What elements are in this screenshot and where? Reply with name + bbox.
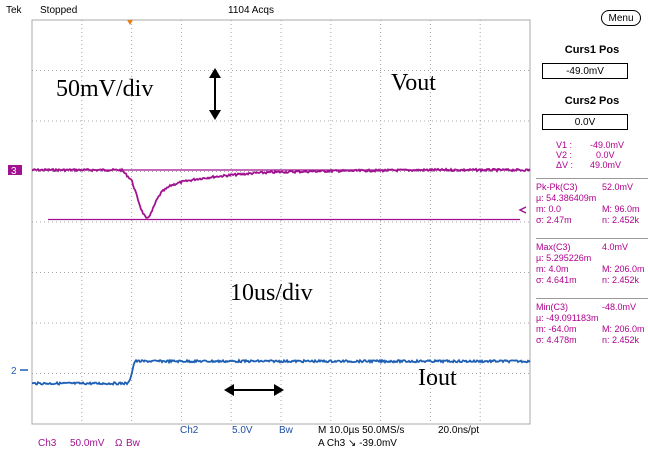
ch3-bw: Bw: [126, 438, 141, 449]
stat-label: m: -64.0m: [536, 324, 577, 334]
stat-value: -48.0mV: [602, 302, 637, 312]
time-per-div-label: 10us/div: [230, 280, 313, 306]
trigger-readout: A Ch3 ↘ -39.0mV: [318, 438, 397, 449]
waveform-traces: [31, 167, 531, 386]
stat-value: 4.0mV: [602, 242, 629, 252]
curs2-value[interactable]: 0.0V: [542, 114, 628, 130]
stat-label: Max(C3): [536, 242, 571, 252]
stat-value: n: 2.452k: [602, 335, 640, 345]
ch3-marker: 3: [11, 166, 17, 177]
stat-label: m: 0.0: [536, 204, 562, 214]
trace-vout: [31, 167, 531, 219]
iout-label: Iout: [418, 365, 457, 391]
ch2-label: Ch2: [180, 425, 199, 436]
readout-dv-value: 49.0mV: [590, 160, 622, 170]
ch3-coupling: Ω: [115, 438, 123, 449]
vout-label: Vout: [391, 70, 436, 96]
brand-label: Tek: [6, 5, 23, 16]
readout-v1-value: -49.0mV: [590, 140, 625, 150]
vertical-arrow-icon: [209, 68, 221, 120]
stat-label: µ: 54.386409m: [536, 193, 597, 203]
stat-label: m: 4.0m: [536, 264, 569, 274]
ch3-scale: 50.0mV: [70, 438, 105, 449]
stat-label: Pk-Pk(C3): [536, 182, 578, 192]
acquisition-count: 1104 Acqs: [228, 5, 274, 16]
readout-dv-name: ΔV :: [556, 160, 574, 170]
trigger-level-icon: [518, 206, 527, 214]
stat-value: n: 2.452k: [602, 275, 640, 285]
cursor-lines: [32, 169, 520, 221]
curs1-title: Curs1 Pos: [564, 44, 620, 56]
stat-label: σ: 4.478m: [536, 335, 577, 345]
stat-label: σ: 4.641m: [536, 275, 577, 285]
trace-iout: [31, 358, 531, 386]
divider: [536, 298, 648, 299]
stat-value: M: 206.0m: [602, 324, 645, 334]
resolution-readout: 20.0ns/pt: [438, 425, 479, 436]
readout-v2-name: V2 :: [556, 150, 573, 160]
volts-per-div-label: 50mV/div: [56, 76, 153, 102]
divider: [536, 238, 648, 239]
stat-label: µ: -49.091183m: [536, 313, 599, 323]
run-state: Stopped: [40, 5, 77, 16]
ch2-bw: Bw: [279, 425, 294, 436]
stat-value: M: 206.0m: [602, 264, 645, 274]
timebase-readout: M 10.0µs 50.0MS/s: [318, 425, 404, 436]
readout-v2-value: 0.0V: [596, 150, 615, 160]
stat-value: M: 96.0m: [602, 204, 640, 214]
stat-value: 52.0mV: [602, 182, 634, 192]
stat-label: Min(C3): [536, 302, 569, 312]
ch3-label: Ch3: [38, 438, 57, 449]
ch2-marker: 2: [11, 366, 17, 377]
readout-v1-name: V1 :: [556, 140, 573, 150]
ch2-scale: 5.0V: [232, 425, 253, 436]
divider: [536, 178, 648, 179]
curs1-value[interactable]: -49.0mV: [542, 63, 628, 79]
stat-label: σ: 2.47m: [536, 215, 572, 225]
stat-label: µ: 5.295226m: [536, 253, 592, 263]
horizontal-arrow-icon: [224, 384, 284, 396]
menu-button[interactable]: Menu: [601, 10, 641, 26]
stat-value: n: 2.452k: [602, 215, 640, 225]
curs2-title: Curs2 Pos: [564, 95, 620, 107]
trigger-position-icon: [127, 20, 133, 25]
ch3-marker-icon: [8, 165, 22, 175]
